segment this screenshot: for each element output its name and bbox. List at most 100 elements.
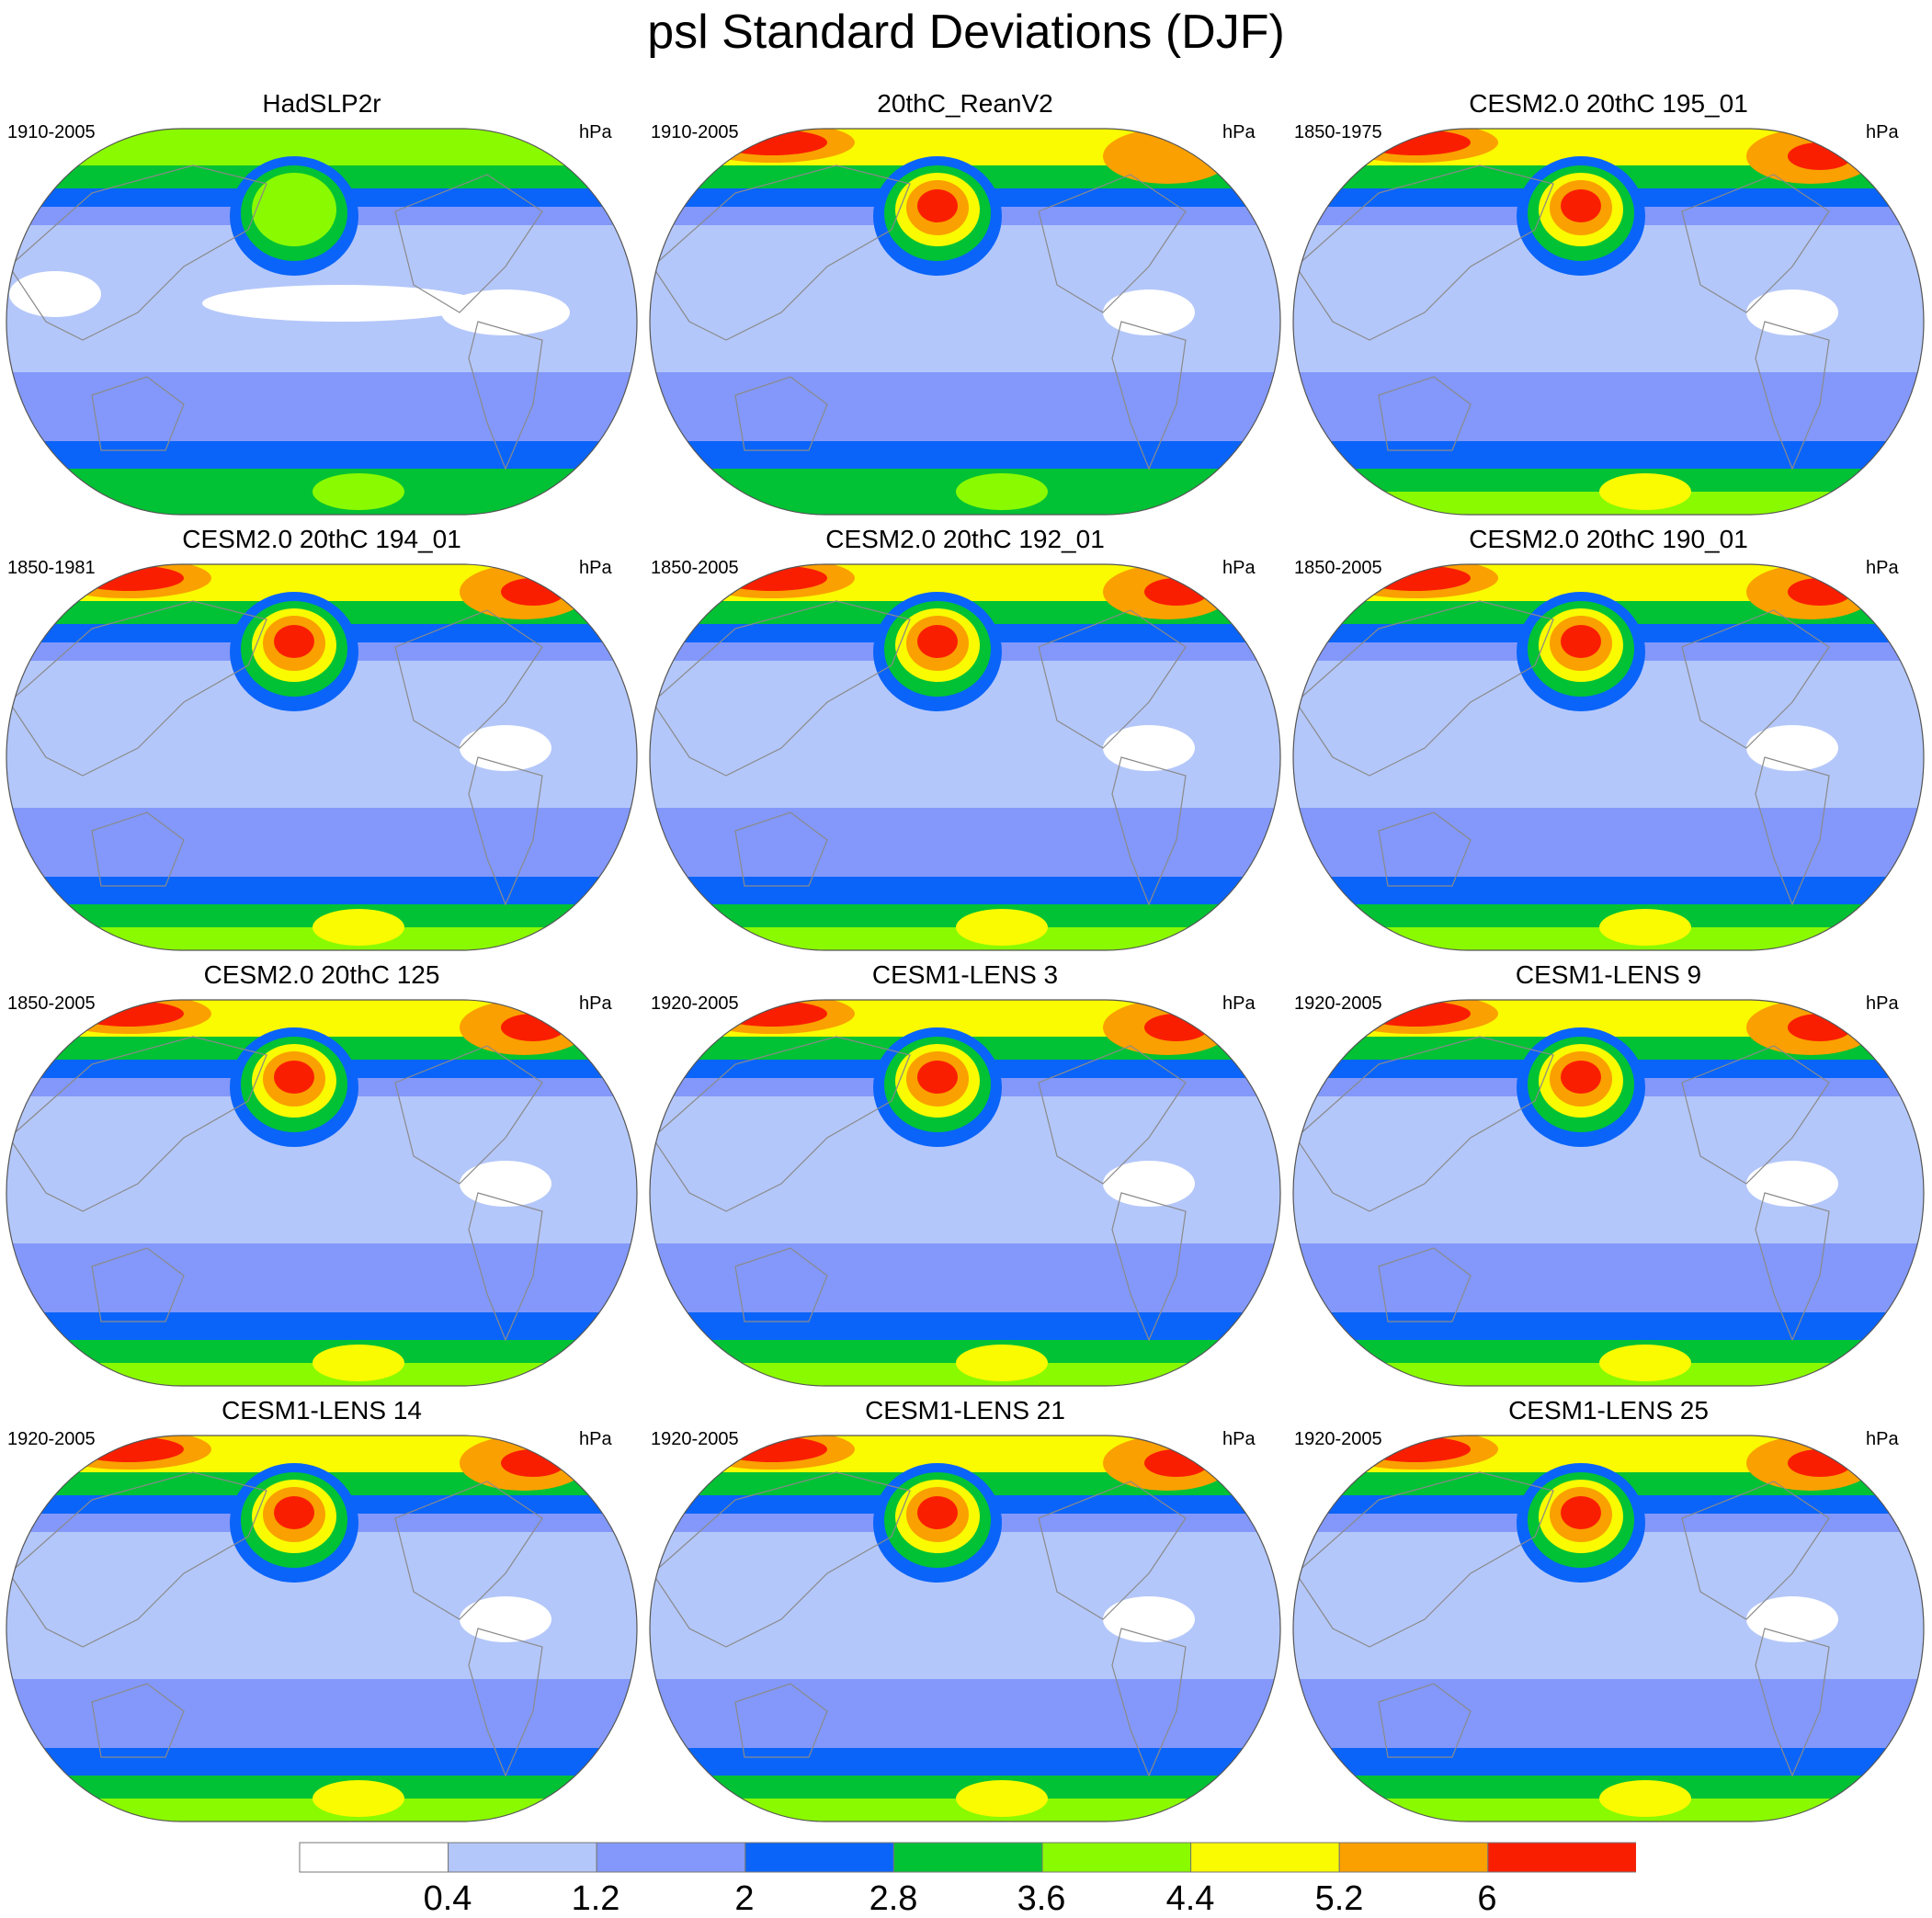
southern-band — [6, 1711, 637, 1748]
robinson-map — [1292, 999, 1925, 1387]
continent-outline — [734, 1683, 828, 1758]
tropical-minimum — [1103, 289, 1195, 335]
colorbar-tick-label: 5.2 — [1314, 1879, 1364, 1918]
robinson-map — [6, 563, 638, 951]
continent-outline — [8, 1036, 267, 1212]
arctic-maximum — [1360, 130, 1471, 155]
antarctic-maximum — [313, 1780, 404, 1817]
tropical-minimum — [1103, 1161, 1195, 1207]
panel-period: 1850-2005 — [1294, 558, 1382, 578]
aleutian-low — [917, 1496, 958, 1529]
map-panel: 20thC_ReanV2 1910-2005 hPa — [643, 88, 1287, 520]
continent-outline — [1111, 1628, 1187, 1777]
continent-outline — [1295, 600, 1554, 777]
continent-outline — [8, 165, 267, 341]
southern-band — [1293, 840, 1924, 877]
continent-outline — [1681, 1481, 1830, 1620]
map-border — [6, 999, 638, 1387]
arctic-band — [6, 129, 637, 165]
atlantic-maximum — [1788, 1449, 1852, 1477]
colorbar-swatch — [1190, 1842, 1340, 1873]
map-border — [1292, 563, 1925, 951]
continent-outline — [468, 1192, 543, 1342]
tropical-minimum — [202, 285, 478, 322]
colorbar-swatch — [1487, 1842, 1636, 1873]
atlantic-maximum — [1788, 1014, 1852, 1041]
atlantic-maximum — [1788, 578, 1852, 606]
robinson-map — [1292, 128, 1925, 516]
southern-band — [6, 404, 637, 441]
aleutian-low — [274, 1496, 314, 1529]
tropical-minimum — [441, 289, 570, 335]
tropical-minimum — [460, 1161, 551, 1207]
continent-outline — [1111, 1192, 1187, 1342]
continent-outline — [8, 1471, 267, 1648]
aleutian-low — [274, 625, 314, 658]
map-panel: CESM1-LENS 14 1920-2005 hPa — [0, 1395, 643, 1827]
robinson-map — [6, 999, 638, 1387]
tropical-minimum — [460, 725, 551, 771]
map-panel: HadSLP2r 1910-2005 hPa — [0, 88, 643, 520]
panel-title: CESM1-LENS 3 — [871, 960, 1059, 989]
panel-period: 1920-2005 — [651, 993, 739, 1014]
continent-outline — [1378, 1247, 1472, 1322]
antarctic-maximum — [956, 1780, 1048, 1817]
continent-outline — [1378, 376, 1472, 451]
arctic-maximum — [717, 1001, 827, 1027]
subtropical-band — [6, 1679, 637, 1711]
atlantic-maximum — [1144, 1449, 1209, 1477]
antarctic-maximum — [313, 909, 404, 946]
continent-outline — [652, 165, 911, 341]
continent-outline — [91, 1247, 185, 1322]
panel-title: 20thC_ReanV2 — [877, 89, 1053, 118]
southern-band — [650, 404, 1280, 441]
southern-band — [6, 1276, 637, 1312]
colorbar-swatch — [596, 1842, 746, 1873]
panel-units: hPa — [1222, 993, 1256, 1014]
continent-outline — [1681, 174, 1830, 313]
continent-outline — [1755, 321, 1830, 471]
southern-band — [1293, 1276, 1924, 1312]
atlantic-maximum — [1103, 129, 1232, 184]
tropical-minimum — [1746, 1161, 1838, 1207]
continent-outline — [1295, 1471, 1554, 1648]
subtropical-band — [6, 372, 637, 404]
robinson-map — [649, 1435, 1281, 1822]
aleutian-low — [1561, 625, 1601, 658]
panel-period: 1850-1975 — [1294, 122, 1382, 142]
panel-period: 1910-2005 — [651, 122, 739, 142]
panel-title: CESM2.0 20thC 125 — [203, 960, 440, 989]
panel-title: CESM1-LENS 9 — [1515, 960, 1702, 989]
panel-period: 1910-2005 — [7, 122, 96, 142]
map-panel: CESM2.0 20thC 125 1850-2005 hPa — [0, 959, 643, 1391]
continent-outline — [1295, 1036, 1554, 1212]
atlantic-maximum — [501, 578, 565, 606]
arctic-maximum — [717, 1436, 827, 1462]
panel-period: 1920-2005 — [7, 1429, 96, 1449]
map-border — [1292, 128, 1925, 516]
panel-units: hPa — [1866, 558, 1899, 578]
map-border — [6, 128, 638, 516]
continent-outline — [91, 376, 185, 451]
continent-outline — [394, 174, 543, 313]
tropical-minimum — [460, 1596, 551, 1642]
panel-title: CESM2.0 20thC 190_01 — [1469, 525, 1748, 553]
map-border — [649, 128, 1281, 516]
continent-outline — [394, 609, 543, 749]
figure-title: psl Standard Deviations (DJF) — [647, 6, 1285, 59]
robinson-map — [6, 128, 638, 516]
continent-outline — [652, 1471, 911, 1648]
atlantic-maximum — [1788, 142, 1852, 170]
continent-outline — [91, 811, 185, 887]
map-panel: CESM1-LENS 3 1920-2005 hPa — [643, 959, 1287, 1391]
robinson-map — [649, 999, 1281, 1387]
arctic-maximum — [74, 565, 184, 591]
panel-title: HadSLP2r — [262, 89, 381, 118]
colorbar-swatch — [299, 1842, 449, 1873]
map-border — [649, 1435, 1281, 1822]
subtropical-band — [650, 1243, 1280, 1276]
aleutian-low — [917, 189, 958, 222]
antarctic-maximum — [956, 473, 1048, 510]
antarctic-maximum — [1599, 1345, 1691, 1381]
panel-units: hPa — [1866, 122, 1899, 142]
